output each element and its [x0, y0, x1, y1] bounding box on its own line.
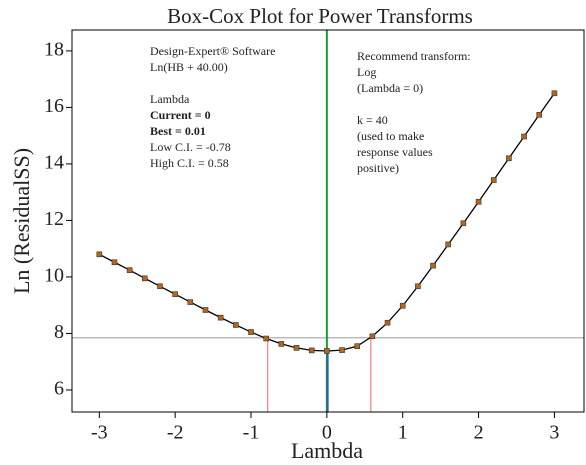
annotation: Log [357, 65, 376, 79]
point [293, 345, 300, 351]
point [384, 319, 391, 326]
x-tick-label: 0 [322, 422, 332, 444]
y-tick-label: 14 [44, 152, 64, 174]
annotation: Low C.I. = -0.78 [150, 140, 231, 154]
annotation: Ln(HB + 40.00) [150, 60, 228, 74]
point [111, 259, 118, 266]
point [354, 343, 361, 349]
point [415, 283, 421, 290]
point [536, 111, 543, 118]
point [551, 90, 558, 97]
point [126, 267, 133, 273]
y-tick-label: 10 [44, 265, 64, 287]
y-tick-label: 6 [54, 378, 64, 400]
y-axis-label: Ln (ResidualSS) [9, 148, 34, 294]
annotation: Recommend transform: [357, 49, 471, 63]
point [233, 322, 239, 328]
point [324, 348, 330, 354]
point [278, 341, 285, 347]
annotation: Best = 0.01 [150, 124, 206, 138]
point [521, 133, 527, 140]
annotation: (used to make [357, 129, 424, 143]
annotation: k = 40 [357, 113, 388, 127]
point [399, 302, 406, 309]
point [308, 347, 315, 354]
point [506, 155, 512, 162]
x-tick-label: -3 [91, 422, 108, 444]
point [445, 241, 452, 248]
point [96, 251, 103, 258]
y-tick-label: 18 [44, 39, 64, 61]
annotation: Lambda [150, 92, 190, 106]
point [369, 333, 376, 340]
point [248, 329, 254, 335]
x-axis-label: Lambda [291, 438, 363, 463]
point [202, 307, 209, 313]
y-tick-label: 16 [44, 95, 64, 117]
annotation: High C.I. = 0.58 [150, 156, 229, 170]
point [475, 198, 482, 205]
point [157, 283, 163, 290]
x-tick-label: -2 [167, 422, 184, 444]
annotation: Design-Expert® Software [150, 44, 275, 58]
chart-title: Box-Cox Plot for Power Transforms [167, 4, 473, 28]
x-tick-label: -1 [243, 422, 260, 444]
point [460, 220, 467, 227]
point [142, 275, 148, 282]
x-tick-label: 1 [398, 422, 408, 444]
annotation: response values [357, 145, 433, 159]
point [430, 262, 436, 269]
y-tick-label: 12 [44, 208, 64, 230]
annotation: positive) [357, 161, 399, 175]
x-tick-label: 3 [549, 422, 559, 444]
point [339, 347, 345, 353]
plot-frame [71, 29, 585, 413]
y-tick-label: 8 [54, 321, 64, 343]
annotation: (Lambda = 0) [357, 81, 423, 95]
annotation: Current = 0 [150, 108, 211, 122]
point [490, 177, 497, 183]
point [187, 299, 194, 305]
point [172, 291, 178, 297]
point [263, 335, 269, 342]
x-tick-label: 2 [474, 422, 484, 444]
point [217, 314, 224, 321]
